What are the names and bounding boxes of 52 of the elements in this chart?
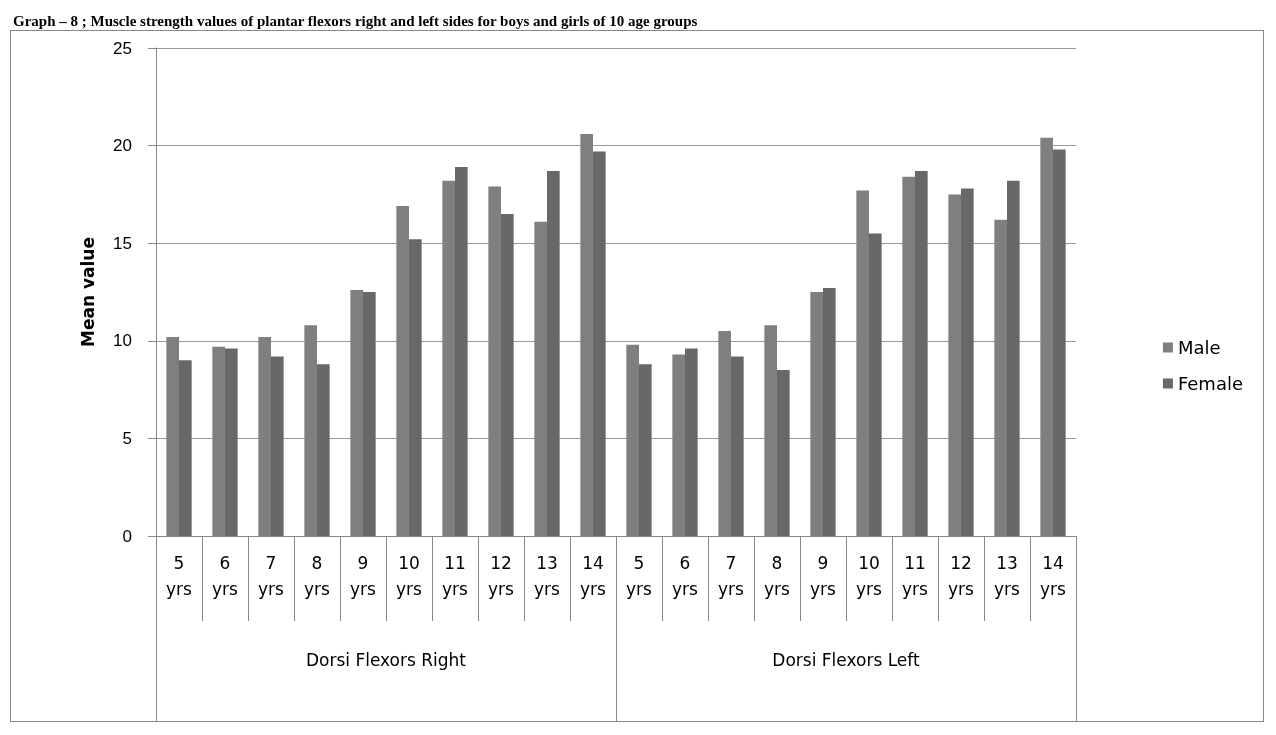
text: Dorsi Flexors Right bbox=[305, 649, 467, 670]
y-axis-title: Mean value bbox=[77, 237, 98, 347]
bar bbox=[639, 364, 652, 536]
bar bbox=[1053, 149, 1066, 536]
bar bbox=[271, 356, 284, 536]
bar bbox=[225, 348, 238, 536]
x-tick-label: 5 yrs bbox=[626, 553, 653, 599]
x-tick-label: 10 yrs bbox=[856, 553, 883, 599]
x-tick-label: 9 yrs bbox=[350, 553, 377, 599]
x-tick-label: 13 yrs bbox=[534, 553, 561, 599]
bar bbox=[915, 170, 928, 536]
bar bbox=[777, 370, 790, 536]
x-tick-label: 14 yrs bbox=[580, 553, 607, 599]
y-tick-label: 10 bbox=[113, 331, 132, 351]
x-tick-label: 11 yrs bbox=[902, 553, 929, 599]
x-tick-label: 10 yrs bbox=[396, 553, 423, 599]
bar bbox=[1007, 180, 1020, 536]
x-tick-label: 7 yrs bbox=[258, 553, 285, 599]
x-tick-label: 6 yrs bbox=[212, 553, 239, 599]
x-tick-label: 8 yrs bbox=[304, 553, 331, 599]
x-tick-label: 12 yrs bbox=[488, 553, 515, 599]
chart-title: Graph – 8 ; Muscle strength values of plantar flexors right and left sides for boys and girls of 10 age groups bbox=[13, 12, 698, 29]
bar bbox=[961, 188, 974, 536]
x-tick-label: 14 yrs bbox=[1040, 553, 1067, 599]
text: Dorsi Flexors Left bbox=[772, 649, 920, 670]
bar bbox=[317, 364, 330, 536]
bar bbox=[547, 170, 560, 536]
legend-label: Female bbox=[1177, 373, 1244, 394]
x-tick-label: 8 yrs bbox=[764, 553, 791, 599]
y-tick-label: 25 bbox=[113, 38, 132, 58]
bar bbox=[363, 292, 376, 536]
x-tick-label: 11 yrs bbox=[442, 553, 469, 599]
y-tick-label: 0 bbox=[122, 526, 132, 546]
x-tick-label: 7 yrs bbox=[718, 553, 745, 599]
legend-label: Male bbox=[1177, 337, 1221, 358]
bar bbox=[685, 348, 698, 536]
y-tick-label: 15 bbox=[113, 233, 132, 253]
x-tick-label: 6 yrs bbox=[672, 553, 699, 599]
bar bbox=[823, 288, 836, 536]
bar bbox=[869, 233, 882, 536]
bar bbox=[731, 356, 744, 536]
bar bbox=[593, 151, 606, 536]
x-tick-label: 9 yrs bbox=[810, 553, 837, 599]
bar bbox=[501, 213, 514, 536]
x-tick-label: 13 yrs bbox=[994, 553, 1021, 599]
x-tick-label: 5 yrs bbox=[166, 553, 193, 599]
bar bbox=[179, 360, 192, 536]
bar bbox=[409, 239, 422, 536]
x-tick-label: 12 yrs bbox=[948, 553, 975, 599]
y-tick-label: 20 bbox=[113, 136, 132, 156]
bar bbox=[455, 167, 468, 536]
y-tick-label: 5 bbox=[122, 428, 132, 448]
